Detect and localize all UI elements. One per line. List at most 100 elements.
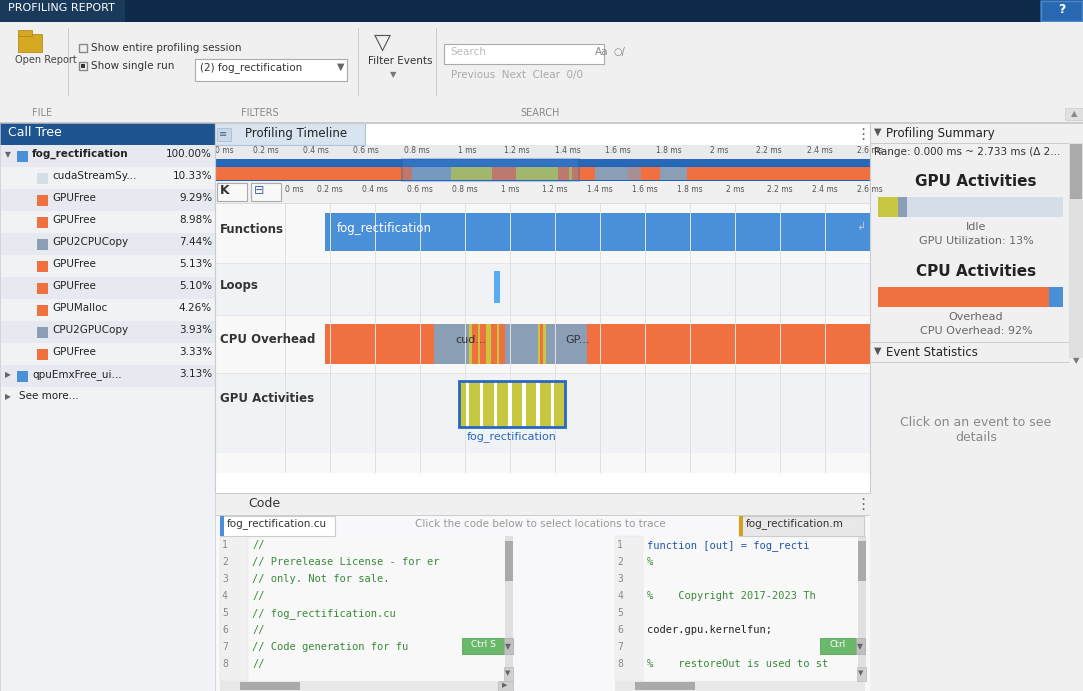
Text: GPU2CPUCopy: GPU2CPUCopy — [52, 237, 128, 247]
Text: GPUFree: GPUFree — [52, 215, 96, 225]
Bar — [325, 324, 352, 364]
Bar — [469, 324, 472, 364]
Bar — [504, 638, 513, 654]
Text: %    Copyright 2017-2023 Th: % Copyright 2017-2023 Th — [647, 591, 815, 601]
Bar — [615, 681, 865, 691]
Text: 2.2 ms: 2.2 ms — [767, 185, 793, 194]
Bar — [374, 324, 377, 364]
Bar — [517, 167, 556, 180]
Text: 1.6 ms: 1.6 ms — [605, 146, 631, 155]
Text: ▶: ▶ — [5, 370, 11, 379]
Bar — [481, 324, 486, 364]
Text: Previous  Next  Clear  0/0: Previous Next Clear 0/0 — [451, 70, 583, 80]
Bar — [357, 324, 361, 364]
Bar — [466, 381, 470, 427]
Bar — [409, 324, 415, 364]
Text: GPUMalloc: GPUMalloc — [52, 303, 107, 313]
Text: Event Statistics: Event Statistics — [886, 346, 978, 359]
Text: GPU Activities: GPU Activities — [915, 174, 1036, 189]
Text: fog_rectification: fog_rectification — [337, 222, 432, 234]
Bar — [371, 324, 374, 364]
Bar — [216, 315, 870, 373]
Bar — [37, 239, 48, 250]
Text: 1 ms: 1 ms — [458, 146, 477, 155]
Text: // only. Not for sale.: // only. Not for sale. — [252, 574, 390, 584]
Bar — [491, 381, 495, 427]
Bar — [491, 167, 517, 180]
Bar — [220, 516, 224, 536]
Bar — [363, 324, 366, 364]
Text: 6: 6 — [617, 625, 623, 635]
Bar — [415, 324, 420, 364]
Text: FILTERS: FILTERS — [242, 108, 278, 118]
Bar — [533, 381, 537, 427]
Bar — [0, 122, 1083, 123]
Bar — [536, 167, 538, 180]
Bar — [399, 324, 404, 364]
Text: ▼: ▼ — [506, 670, 511, 676]
Text: 2.4 ms: 2.4 ms — [807, 146, 833, 155]
Bar — [377, 324, 388, 364]
Text: %: % — [647, 557, 653, 567]
Text: Click the code below to select locations to trace: Click the code below to select locations… — [415, 519, 665, 529]
Text: fog_rectification.m: fog_rectification.m — [746, 518, 844, 529]
Bar — [0, 0, 125, 22]
Bar — [858, 536, 866, 681]
Bar — [477, 381, 480, 427]
Bar — [404, 324, 409, 364]
Bar — [561, 381, 565, 427]
Bar — [472, 381, 477, 427]
Bar — [18, 34, 42, 52]
Text: 8: 8 — [617, 659, 623, 669]
Bar — [388, 324, 393, 364]
Bar — [615, 536, 865, 681]
Text: Profiling Summary: Profiling Summary — [886, 127, 995, 140]
Bar — [516, 381, 519, 427]
Bar — [550, 381, 554, 427]
Text: 2: 2 — [222, 557, 227, 567]
Bar — [216, 181, 870, 203]
Bar — [870, 123, 1083, 124]
Text: 5: 5 — [222, 608, 227, 618]
Text: FILE: FILE — [31, 108, 52, 118]
Bar — [216, 159, 870, 181]
Text: 1: 1 — [617, 540, 623, 550]
Bar — [0, 145, 216, 167]
Bar — [220, 681, 510, 691]
Bar — [820, 638, 856, 654]
Bar — [216, 493, 870, 515]
Text: qpuEmxFree_ui...: qpuEmxFree_ui... — [32, 369, 121, 380]
Bar — [17, 151, 28, 162]
Bar — [195, 59, 347, 81]
Bar — [504, 667, 513, 681]
Text: 1.2 ms: 1.2 ms — [543, 185, 567, 194]
Bar — [494, 381, 498, 427]
Text: 2.2 ms: 2.2 ms — [756, 146, 782, 155]
Bar — [220, 536, 510, 681]
Text: ▼: ▼ — [859, 670, 863, 676]
Bar — [0, 123, 216, 145]
Bar — [472, 324, 478, 364]
Bar — [556, 167, 558, 180]
Text: 10.33%: 10.33% — [172, 171, 212, 181]
Text: 2.4 ms: 2.4 ms — [812, 185, 838, 194]
Text: ⋮: ⋮ — [854, 497, 871, 512]
Text: ▶: ▶ — [503, 682, 508, 688]
Bar — [37, 283, 48, 294]
Bar — [870, 123, 1083, 691]
Bar — [494, 271, 500, 303]
Bar — [856, 638, 865, 654]
Bar — [37, 349, 48, 360]
Text: ▲: ▲ — [1071, 109, 1078, 118]
Bar — [81, 64, 84, 68]
Bar — [216, 493, 870, 494]
Text: See more...: See more... — [19, 391, 79, 401]
Bar — [1041, 1, 1082, 21]
Text: 0.4 ms: 0.4 ms — [362, 185, 388, 194]
Bar — [0, 321, 216, 343]
Text: 8: 8 — [222, 659, 227, 669]
Text: Functions: Functions — [220, 223, 284, 236]
Text: 4: 4 — [617, 591, 623, 601]
Text: 1.8 ms: 1.8 ms — [677, 185, 703, 194]
Bar — [216, 515, 870, 516]
